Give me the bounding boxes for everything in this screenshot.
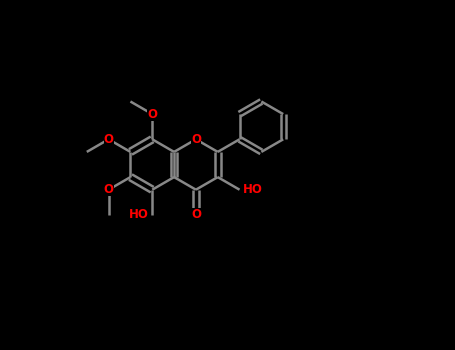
Text: HO: HO [129, 208, 149, 222]
Text: HO: HO [243, 183, 263, 196]
Text: O: O [147, 107, 157, 121]
Text: O: O [104, 133, 114, 146]
Text: O: O [191, 208, 201, 222]
Text: O: O [104, 183, 114, 196]
Text: O: O [191, 133, 201, 146]
